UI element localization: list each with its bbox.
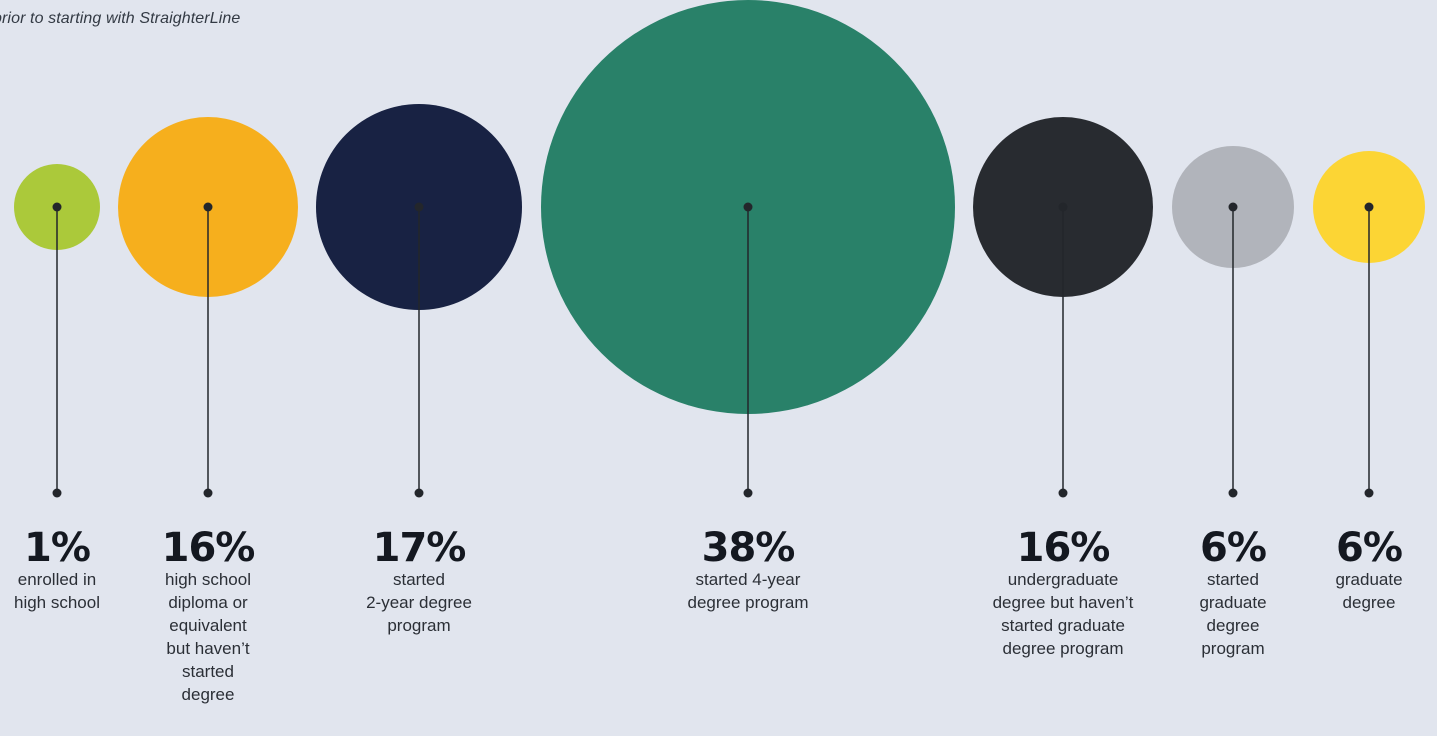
- center-dot-1: [52, 202, 62, 212]
- description-line: high school: [13, 593, 101, 612]
- center-dot-5: [1058, 202, 1068, 212]
- data-label-1: 1% enrolled in high school: [14, 528, 100, 614]
- description-line: started: [393, 570, 445, 589]
- description-line: degree: [1206, 616, 1260, 635]
- percent-value: 6%: [1200, 525, 1267, 571]
- bubble-group-1: [14, 164, 100, 498]
- percent-value: 17%: [372, 525, 467, 571]
- bubble-group-7: [1313, 151, 1425, 498]
- description-line: started graduate: [1001, 616, 1125, 635]
- data-label-4: 38% started 4-year degree program: [688, 528, 809, 614]
- center-dot-7: [1364, 202, 1374, 212]
- bubble-group-6: [1172, 146, 1294, 498]
- description-line: 2-year degree: [366, 593, 472, 612]
- description-line: started: [182, 662, 234, 681]
- end-dot-6: [1228, 488, 1238, 498]
- description-line: started: [1207, 570, 1259, 589]
- description-line: program: [387, 616, 451, 635]
- end-dot-5: [1058, 488, 1068, 498]
- description-line: high school: [164, 570, 251, 589]
- category-description: started 2-year degree program: [366, 568, 472, 637]
- description-line: enrolled in: [17, 570, 97, 589]
- description-line: degree: [181, 685, 235, 704]
- center-dot-4: [743, 202, 753, 212]
- description-line: undergraduate: [1007, 570, 1119, 589]
- description-line: started 4-year: [695, 570, 801, 589]
- end-dot-7: [1364, 488, 1374, 498]
- bubble-group-5: [973, 117, 1153, 498]
- category-description: enrolled in high school: [14, 568, 100, 614]
- category-description: high school diploma or equivalent but haven…: [162, 568, 255, 706]
- percent-value: 16%: [1016, 525, 1111, 571]
- end-dot-4: [743, 488, 753, 498]
- data-label-7: 6% graduate degree: [1335, 525, 1403, 614]
- bubble-group-4: [541, 0, 955, 498]
- end-dot-3: [414, 488, 424, 498]
- description-line: graduate: [1335, 570, 1403, 589]
- end-dot-2: [203, 488, 213, 498]
- description-line: equivalent: [169, 616, 247, 635]
- data-label-5: 16% undergraduate degree but haven’t starte…: [993, 528, 1134, 660]
- percent-value: 1%: [24, 525, 91, 571]
- description-line: but haven’t: [166, 639, 250, 658]
- center-dot-2: [203, 202, 213, 212]
- description-line: program: [1201, 639, 1265, 658]
- center-dot-3: [414, 202, 424, 212]
- data-label-2: 16% high school diploma or equivalent but ha…: [161, 525, 256, 706]
- percent-value: 38%: [701, 525, 796, 571]
- description-line: diploma or: [168, 593, 248, 612]
- description-line: degree program: [1002, 639, 1124, 658]
- category-description: started graduate degree program: [1199, 568, 1266, 660]
- description-line: degree program: [687, 593, 809, 612]
- category-description: graduate degree: [1335, 568, 1402, 614]
- data-label-3: 17% started 2-year degree program: [366, 528, 472, 637]
- percent-value: 6%: [1336, 525, 1403, 571]
- description-line: degree but haven’t: [992, 593, 1134, 612]
- description-line: degree: [1342, 593, 1396, 612]
- bubble-group-3: [316, 104, 522, 498]
- data-label-6: 6% started graduate degree program: [1199, 525, 1267, 660]
- end-dot-1: [52, 488, 62, 498]
- percent-value: 16%: [161, 525, 256, 571]
- center-dot-6: [1228, 202, 1238, 212]
- chart-subtitle: prior to starting with StraighterLine: [0, 10, 241, 27]
- bubble-group-2: [118, 117, 298, 498]
- description-line: graduate: [1199, 593, 1267, 612]
- category-description: undergraduate degree but haven’t started g…: [993, 568, 1134, 660]
- category-description: started 4-year degree program: [688, 568, 809, 614]
